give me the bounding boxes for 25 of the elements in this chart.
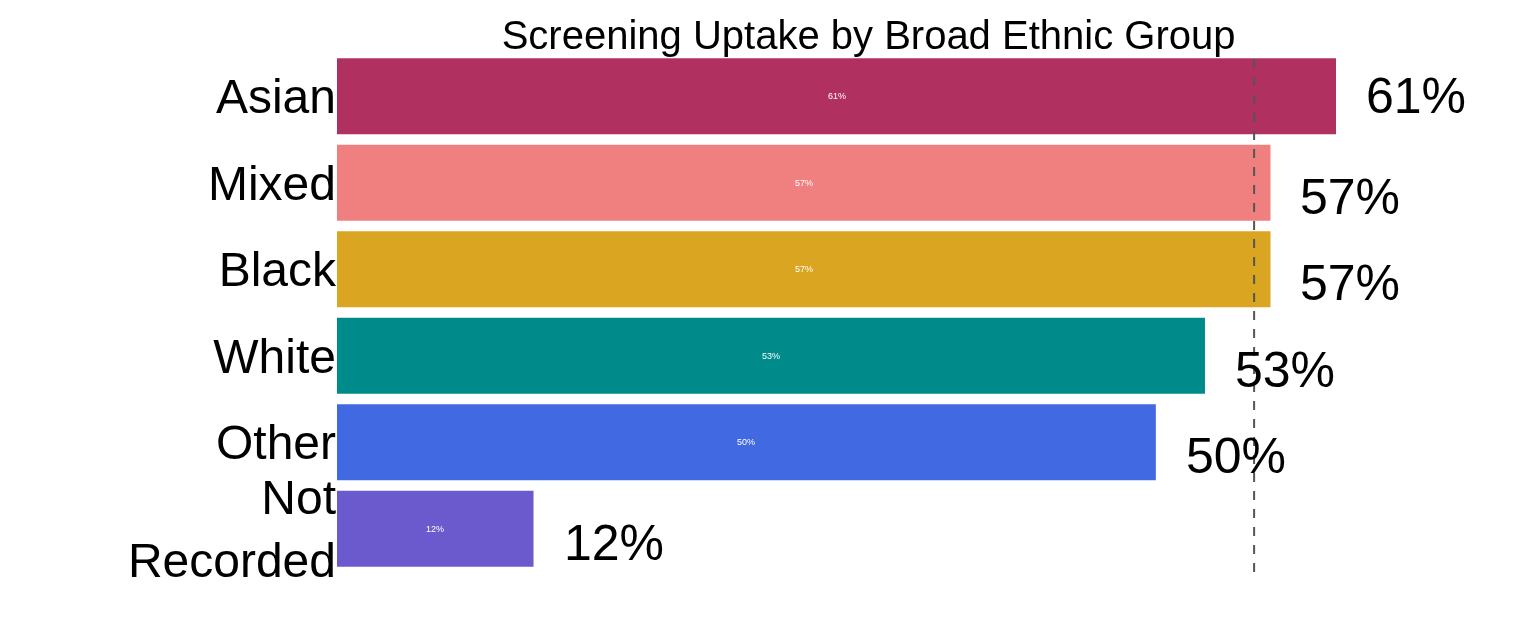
data-label: 53% — [1235, 342, 1336, 398]
chart-title: Screening Uptake by Broad Ethnic Group — [501, 13, 1236, 57]
y-tick-label: Other — [215, 416, 337, 470]
data-label: 50% — [1186, 428, 1287, 484]
text: 53% — [762, 351, 781, 361]
y-tick-label: Mixed — [207, 156, 336, 210]
data-label: 61% — [1366, 68, 1467, 124]
bar — [337, 490, 534, 567]
text: 12% — [564, 515, 665, 571]
text: 61% — [828, 91, 847, 101]
bar — [337, 231, 1271, 308]
text: 57% — [795, 264, 814, 274]
bar — [337, 317, 1205, 394]
text: 57% — [795, 178, 814, 188]
y-tick-label: Not Recorded — [127, 471, 336, 587]
y-tick-label: Black — [218, 243, 337, 297]
data-label: 12% — [426, 524, 445, 534]
bar — [337, 58, 1336, 135]
data-label: 57% — [1300, 255, 1401, 311]
y-tick-label: Asian — [215, 70, 336, 124]
y-tick-label: White — [213, 329, 336, 383]
text: 50% — [737, 437, 756, 447]
data-label: 57% — [1300, 169, 1401, 225]
bar — [337, 404, 1156, 481]
bar — [337, 144, 1271, 221]
